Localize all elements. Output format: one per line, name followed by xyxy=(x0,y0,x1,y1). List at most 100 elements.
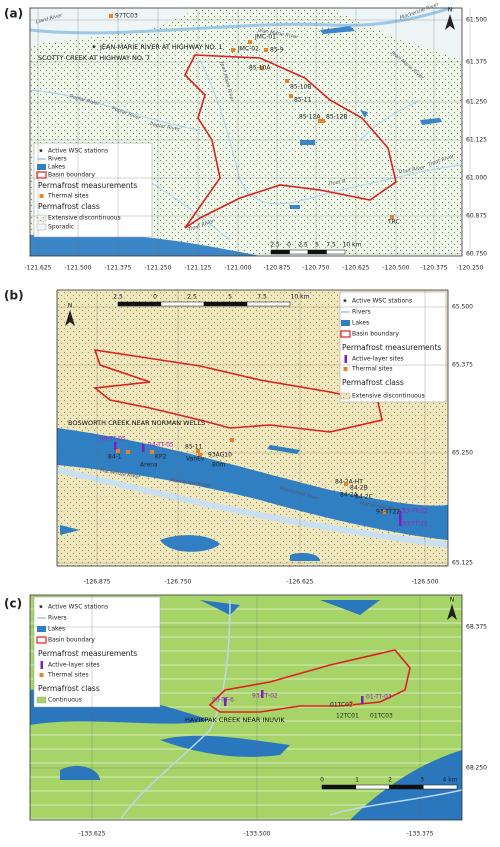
lat-label: 65.250 xyxy=(452,450,473,457)
scale-label: 2 xyxy=(388,777,392,784)
site-label: 93AG10 xyxy=(208,452,232,459)
legend-label: Basin boundary xyxy=(352,331,399,338)
river xyxy=(30,8,457,35)
scale-label: 2.5 xyxy=(298,242,308,249)
legend-symbol xyxy=(36,223,47,231)
basin-boundary xyxy=(208,649,411,713)
lon-label: -121.625 xyxy=(25,265,52,272)
legend-label: Permafrost measurements xyxy=(38,181,137,190)
scale-label: 1 xyxy=(355,777,359,784)
lon-label: -120.875 xyxy=(264,265,291,272)
map-frame xyxy=(29,7,463,257)
lon-label: -126.625 xyxy=(287,579,314,586)
panel-label: (a) xyxy=(4,7,23,21)
lon-label: -126.750 xyxy=(165,579,192,586)
legend-box xyxy=(33,142,153,238)
scale-bar xyxy=(270,249,290,255)
site-label: 84-2A-HT xyxy=(335,479,363,486)
lake xyxy=(30,233,260,256)
legend-symbol xyxy=(344,355,347,363)
scale-label: 7.5 xyxy=(257,294,267,301)
lon-label: -121.500 xyxy=(65,265,92,272)
thermal-site xyxy=(196,449,200,453)
legend-symbol: ★ xyxy=(38,604,43,611)
legend-symbol xyxy=(341,320,350,326)
scale-label: 2.5 xyxy=(187,294,197,301)
thermal-site xyxy=(349,701,353,705)
thermal-site xyxy=(230,438,234,442)
lon-label: -133.500 xyxy=(244,831,271,838)
scale-label: 0 xyxy=(287,242,291,249)
legend-label: Lakes xyxy=(48,164,65,171)
scale-label: 2.5 xyxy=(113,294,123,301)
thermal-site xyxy=(198,453,202,457)
legend-symbol xyxy=(39,673,44,677)
lat-label: 61.500 xyxy=(466,17,487,24)
thermal-site xyxy=(116,449,120,453)
thermal-site xyxy=(248,40,252,44)
thermal-site xyxy=(264,48,268,52)
legend-label: Lakes xyxy=(48,626,65,633)
scale-bar xyxy=(389,784,424,790)
legend-symbol xyxy=(36,171,47,179)
north-label: N xyxy=(448,7,453,14)
scale-label: 2.5 xyxy=(270,242,280,249)
basin-boundary xyxy=(92,349,383,433)
site-label: 93-TT-21 xyxy=(402,521,428,528)
site-label: 99-TT-05 xyxy=(100,436,126,443)
north-label: N xyxy=(450,597,455,604)
lat-label: 60.750 xyxy=(466,251,487,258)
legend-symbol xyxy=(36,214,47,222)
legend-label: Basin boundary xyxy=(48,637,95,644)
site-label: 85-10B xyxy=(290,84,312,91)
active-layer-site xyxy=(399,511,402,519)
scale-label: 10 km xyxy=(291,294,310,301)
site-label: 85-12A xyxy=(299,114,321,121)
scale-bar xyxy=(355,784,390,790)
active-layer-site xyxy=(224,698,227,706)
scale-bar xyxy=(289,249,309,255)
north-label: N xyxy=(68,303,73,310)
scale-bar xyxy=(326,249,346,255)
lon-label: -126.500 xyxy=(412,579,439,586)
scale-bar xyxy=(321,784,356,790)
lat-label: 61.000 xyxy=(466,175,487,182)
site-label: 93-TT22 xyxy=(376,509,400,516)
scale-label: 3 xyxy=(420,777,424,784)
scale-label: 0 xyxy=(153,294,157,301)
thermal-site xyxy=(321,119,325,123)
site-label: JMC-02 xyxy=(237,46,259,53)
legend-label: Extensive discontinuous xyxy=(48,215,121,222)
station-label: SCOTTY CREEK AT HIGHWAY NO. 7 xyxy=(38,54,150,62)
site-label: 84-2B xyxy=(350,485,368,492)
legend-box xyxy=(33,596,161,708)
legend-symbol xyxy=(40,661,43,669)
site-label: KP2 xyxy=(155,454,167,461)
legend-label: Thermal sites xyxy=(351,366,393,373)
lat-label: 68.375 xyxy=(466,624,487,631)
thermal-site xyxy=(390,215,394,219)
scale-label: 5 xyxy=(228,294,232,301)
river xyxy=(30,59,462,241)
scale-bar xyxy=(160,301,205,307)
site-label: 01TC03 xyxy=(370,713,393,720)
lat-label: 65.375 xyxy=(452,362,473,369)
map-frame xyxy=(29,594,463,821)
site-label: TRC xyxy=(387,219,400,226)
lat-label: 61.375 xyxy=(466,59,487,66)
legend-symbol xyxy=(340,330,351,338)
legend-label: Permafrost class xyxy=(38,684,100,693)
legend-label: Permafrost measurements xyxy=(342,343,441,352)
site-label: JMC-01 xyxy=(254,34,276,41)
lon-label: -133.375 xyxy=(407,831,434,838)
site-label: 80m xyxy=(212,462,226,469)
legend-symbol xyxy=(37,626,46,632)
river-label: Mackenzie River xyxy=(170,478,212,490)
panel-label: (b) xyxy=(4,289,24,303)
legend-symbol xyxy=(340,392,351,400)
legend-label: Rivers xyxy=(48,615,67,622)
legend-label: Lakes xyxy=(352,320,369,327)
station-label: HAVIKPAK CREEK NEAR INUVIK xyxy=(185,716,285,724)
site-label: 97TC03 xyxy=(115,13,138,20)
legend-label: Continuous xyxy=(48,697,82,704)
